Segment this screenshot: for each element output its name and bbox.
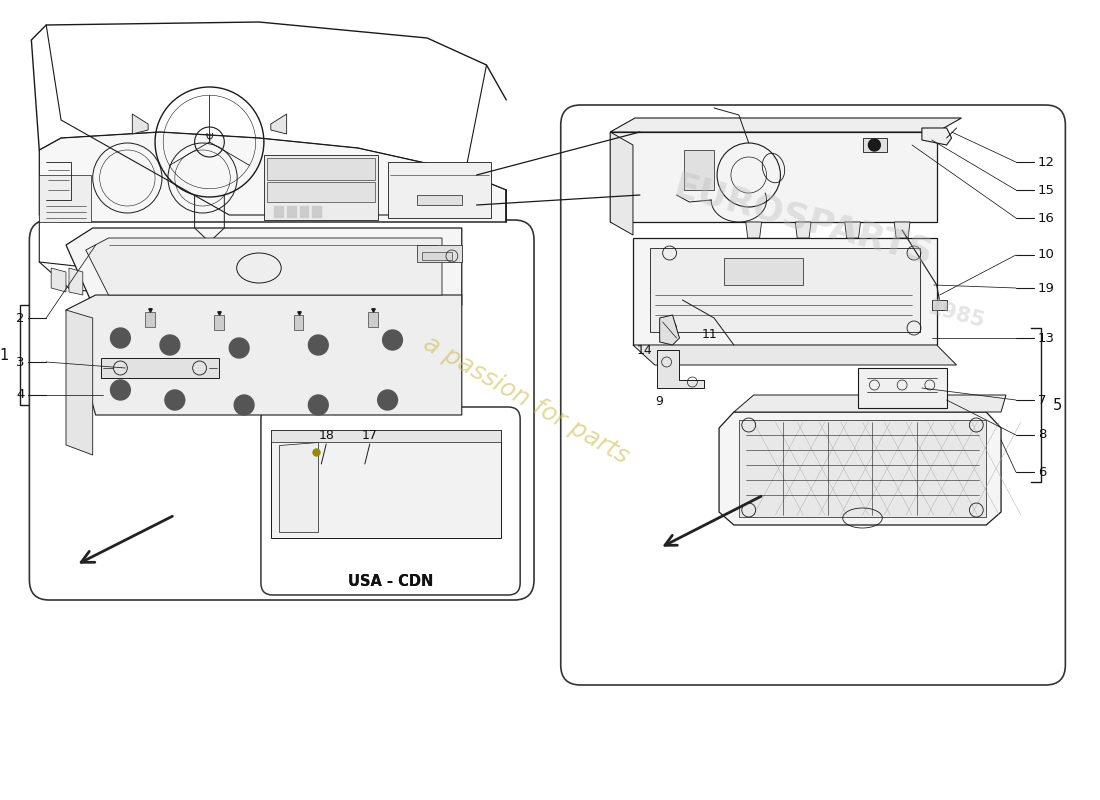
Polygon shape [271,430,502,442]
Polygon shape [417,195,462,205]
Polygon shape [632,345,957,365]
Bar [299,206,309,218]
Text: 6: 6 [1037,466,1046,478]
Polygon shape [132,114,148,134]
Text: 3: 3 [15,355,24,369]
Text: 15: 15 [1037,183,1055,197]
Circle shape [234,395,254,415]
Polygon shape [610,118,961,132]
Text: 10: 10 [1037,249,1055,262]
Circle shape [308,335,328,355]
Polygon shape [66,228,462,305]
Text: 8: 8 [1037,429,1046,442]
Polygon shape [684,150,714,190]
Polygon shape [922,128,952,145]
Text: 18: 18 [318,429,334,442]
Polygon shape [746,222,761,238]
Circle shape [110,380,130,400]
Text: 19: 19 [1037,282,1055,294]
Text: EUROSPARTS: EUROSPARTS [670,169,936,271]
Polygon shape [632,238,937,345]
Circle shape [869,139,880,151]
Polygon shape [650,248,920,332]
Polygon shape [69,268,82,295]
Polygon shape [845,222,860,238]
Polygon shape [271,430,502,538]
Polygon shape [86,238,442,295]
Polygon shape [610,132,632,235]
Text: a passion for parts: a passion for parts [419,331,634,469]
Polygon shape [271,114,287,134]
Polygon shape [795,222,811,238]
Polygon shape [734,395,1006,412]
Polygon shape [657,350,704,388]
Text: Ψ: Ψ [206,133,213,143]
Polygon shape [267,158,375,180]
Circle shape [377,390,397,410]
Polygon shape [862,138,888,152]
Polygon shape [387,162,492,218]
Polygon shape [40,132,506,222]
Text: 2: 2 [15,311,24,325]
FancyBboxPatch shape [30,220,534,600]
Polygon shape [858,368,947,408]
Circle shape [308,395,328,415]
Text: 1985: 1985 [926,298,987,332]
Circle shape [110,328,130,348]
Bar [287,206,297,218]
FancyBboxPatch shape [561,105,1066,685]
Polygon shape [422,252,452,260]
Text: 1: 1 [0,347,9,362]
Polygon shape [660,315,680,345]
Text: 5: 5 [1053,398,1062,413]
Text: USA - CDN: USA - CDN [348,574,433,590]
Text: 14: 14 [637,343,652,357]
Polygon shape [52,268,66,292]
Polygon shape [294,315,304,330]
Text: USA - CDN: USA - CDN [348,574,433,590]
Circle shape [229,338,249,358]
Polygon shape [894,222,910,238]
Polygon shape [145,312,155,327]
Polygon shape [40,175,90,222]
Polygon shape [417,245,462,262]
Polygon shape [932,300,947,310]
FancyBboxPatch shape [261,407,520,595]
Text: 16: 16 [1037,211,1055,225]
Circle shape [165,390,185,410]
Text: 17: 17 [362,429,377,442]
Circle shape [383,330,403,350]
Polygon shape [610,132,937,222]
Bar [274,206,284,218]
Polygon shape [66,295,462,415]
Polygon shape [66,310,92,455]
Polygon shape [739,420,987,517]
Circle shape [160,335,179,355]
Text: 4: 4 [16,389,24,402]
Polygon shape [719,412,1001,525]
Polygon shape [267,182,375,202]
Bar [312,206,322,218]
Text: 12: 12 [1037,155,1055,169]
Polygon shape [367,312,377,327]
Text: 11: 11 [702,329,717,342]
Polygon shape [278,442,318,532]
Text: 9: 9 [656,395,663,408]
Polygon shape [264,155,377,220]
Text: 13: 13 [1037,331,1055,345]
Polygon shape [724,258,803,285]
Polygon shape [100,358,219,378]
Polygon shape [214,315,224,330]
Text: 7: 7 [1037,394,1046,406]
